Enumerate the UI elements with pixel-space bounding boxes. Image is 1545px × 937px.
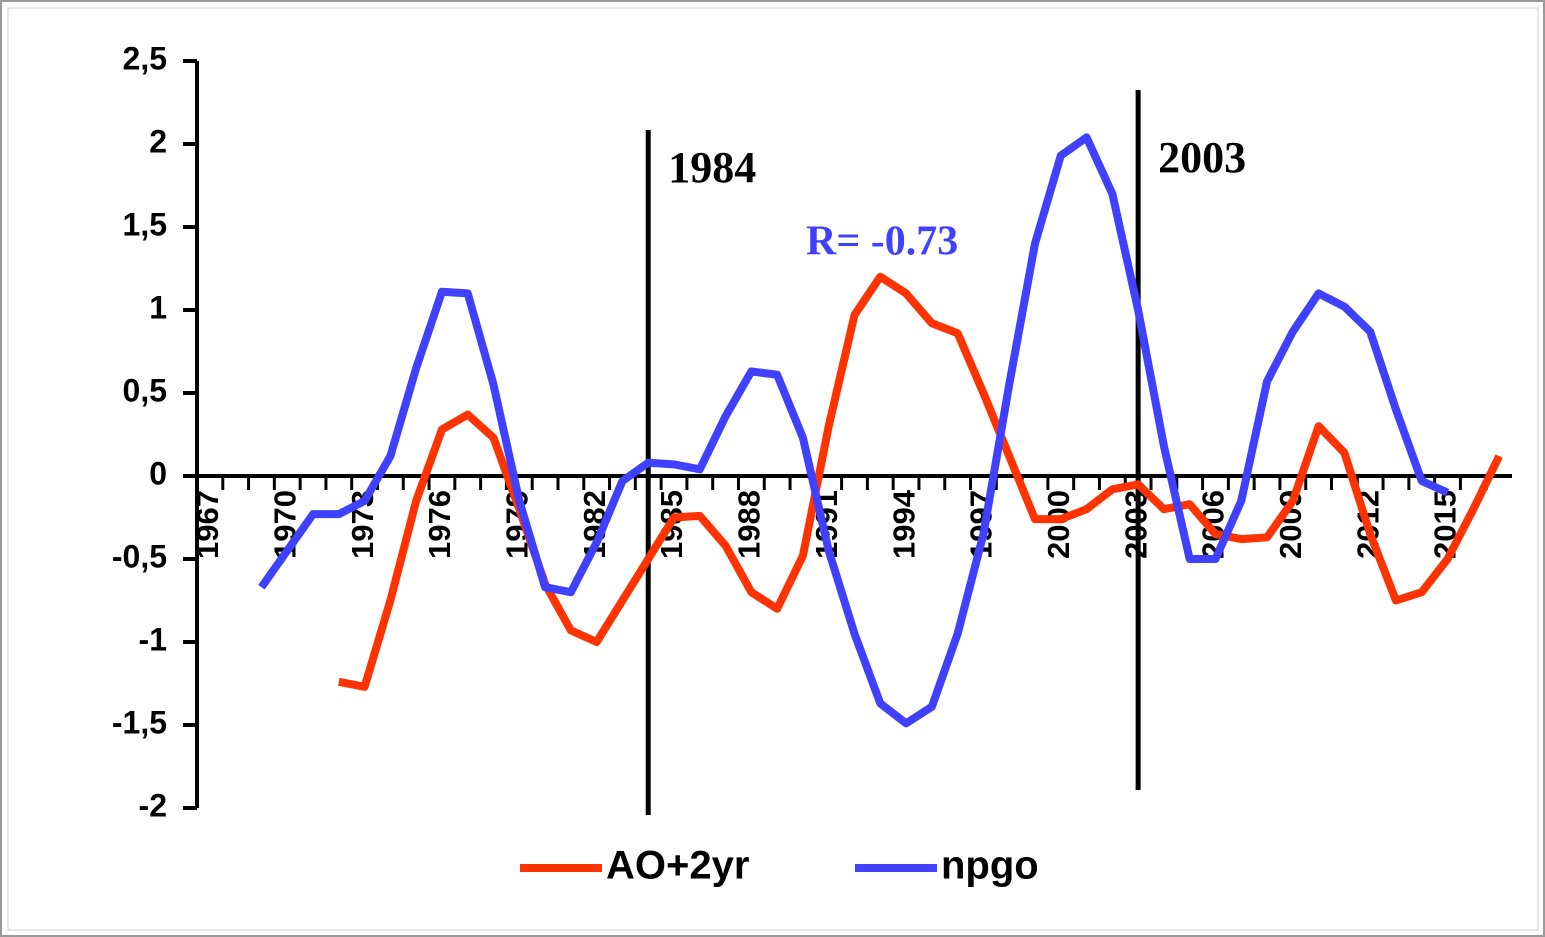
y-tick-label: -0,5 [112,538,167,574]
x-tick-label: 2006 [1196,490,1231,559]
reference-label: 1984 [668,143,756,192]
legend-label: AO+2yr [606,844,749,888]
y-tick-label: 2 [149,123,167,159]
x-tick-label: 1976 [422,490,457,559]
y-tick-label: 1,5 [123,206,167,242]
y-tick-label: 0 [149,455,167,491]
y-tick-label: 1 [149,289,167,325]
legend-label: npgo [941,844,1039,888]
y-tick-label: -1 [139,621,167,657]
y-tick-label: -1,5 [112,704,167,740]
y-tick-label: -2 [139,787,167,823]
x-tick-label: 2000 [1041,490,1076,559]
x-tick-label: 1967 [190,490,225,559]
x-tick-label: 2015 [1428,490,1463,559]
inner-frame [7,7,1539,931]
y-tick-label: 2,5 [123,40,167,76]
series-line [258,133,1450,728]
reference-label: 2003 [1158,133,1246,182]
x-tick-label: 1988 [732,490,767,559]
correlation-label: R= -0.73 [806,219,958,265]
y-tick-label: 0,5 [123,372,167,408]
x-tick-label: 1994 [886,489,921,559]
